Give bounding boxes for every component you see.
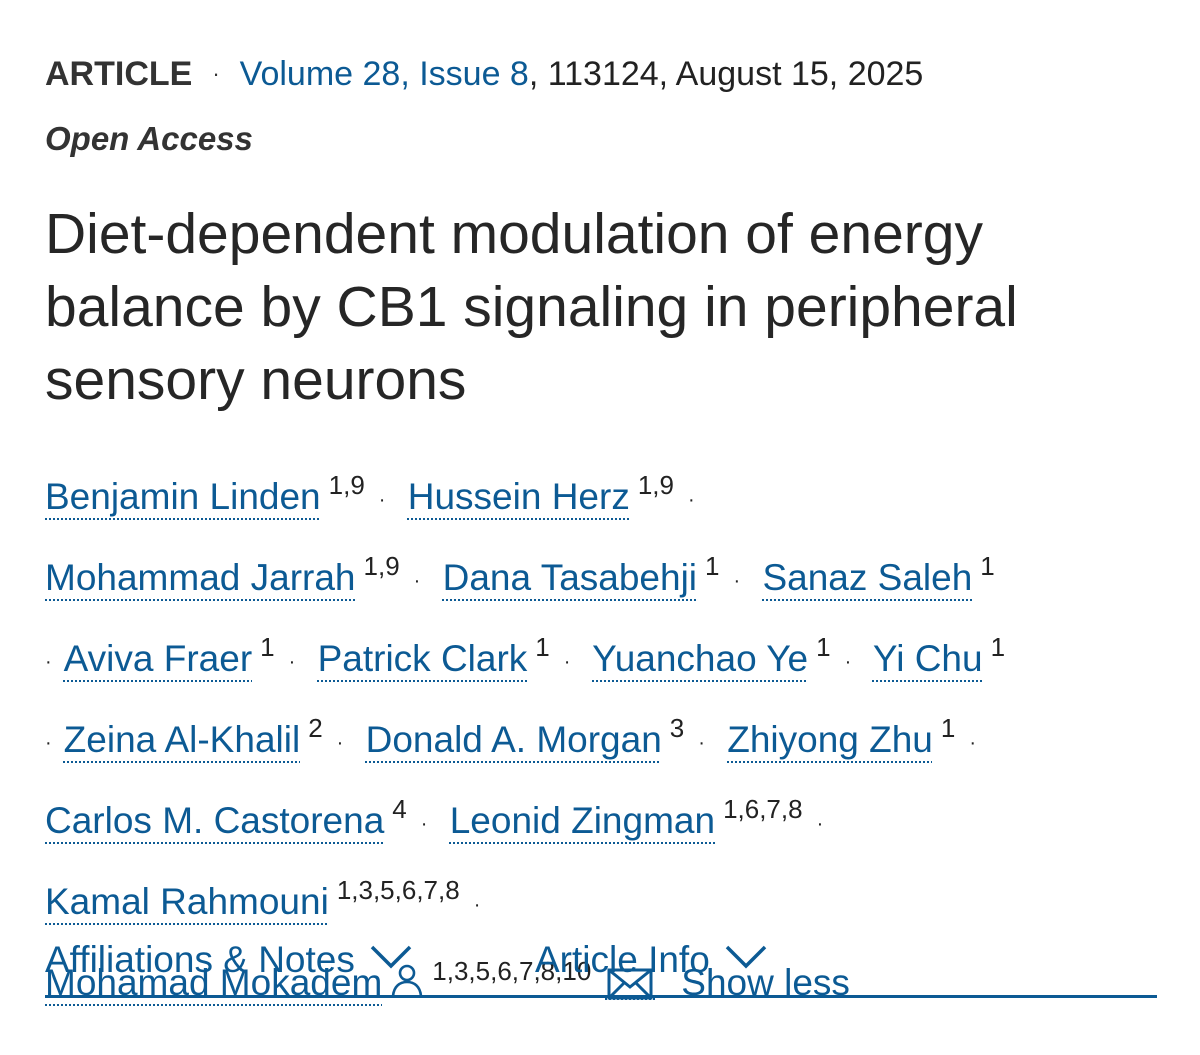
article-header: ARTICLE · Volume 28, Issue 8, 113124, Augu… xyxy=(45,0,1157,1055)
author-separator: · xyxy=(563,651,571,673)
author-separator: · xyxy=(969,732,977,754)
author-separator: · xyxy=(473,894,481,916)
author-item: Zhiyong Zhu 1 xyxy=(727,713,955,760)
citation-details: , 113124, August 15, 2025 xyxy=(528,55,924,93)
author-separator: · xyxy=(336,732,344,754)
author-separator: · xyxy=(45,651,52,673)
author-affiliations: 1 xyxy=(816,632,831,662)
author-separator: · xyxy=(844,651,852,673)
author-item: Dana Tasabehji 1 xyxy=(442,551,720,598)
author-item: Yi Chu 1 xyxy=(872,632,1005,679)
author-item: Carlos M. Castorena 4 xyxy=(45,794,407,841)
author-item: Donald A. Morgan 3 xyxy=(365,713,685,760)
open-access-label: Open Access xyxy=(45,120,253,157)
author-name-link[interactable]: Yuanchao Ye xyxy=(592,638,809,679)
citation-line: ARTICLE · Volume 28, Issue 8, 113124, Augu… xyxy=(45,52,923,96)
author-item: Kamal Rahmouni 1,3,5,6,7,8 xyxy=(45,875,460,922)
author-affiliations: 1 xyxy=(260,632,275,662)
author-name-link[interactable]: Zeina Al-Khalil xyxy=(63,719,301,760)
author-name-link[interactable]: Yi Chu xyxy=(872,638,983,679)
author-name-link[interactable]: Donald A. Morgan xyxy=(365,719,662,760)
author-name-link[interactable]: Hussein Herz xyxy=(407,476,630,517)
author-name-link[interactable]: Patrick Clark xyxy=(317,638,528,679)
author-list: Benjamin Linden 1,9 · Hussein Herz 1,9 · Moh… xyxy=(45,452,1155,1016)
author-name-link[interactable]: Zhiyong Zhu xyxy=(727,719,933,760)
author-item: Benjamin Linden 1,9 xyxy=(45,470,365,517)
author-item: Hussein Herz 1,9 xyxy=(407,470,674,517)
volume-issue-link[interactable]: Volume 28, Issue 8 xyxy=(239,55,529,93)
chevron-down-icon xyxy=(725,945,767,969)
tab-label: Affiliations & Notes xyxy=(45,939,355,980)
author-affiliations: 1,9 xyxy=(637,470,674,500)
author-affiliations: 4 xyxy=(392,794,407,824)
author-affiliations: 1 xyxy=(705,551,720,581)
author-separator: · xyxy=(687,489,695,511)
author-name-link[interactable]: Benjamin Linden xyxy=(45,476,321,517)
author-item: Patrick Clark 1 xyxy=(317,632,550,679)
author-separator: · xyxy=(45,732,52,754)
author-affiliations: 1,3,5,6,7,8,10 xyxy=(432,956,592,986)
author-separator: · xyxy=(698,732,705,754)
author-affiliations: 1,9 xyxy=(328,470,365,500)
author-item: Sanaz Saleh 1 xyxy=(762,551,994,598)
author-name-link[interactable]: Sanaz Saleh xyxy=(762,557,973,598)
author-separator: · xyxy=(378,489,386,511)
author-separator: · xyxy=(816,813,824,835)
author-affiliations: 3 xyxy=(669,713,685,743)
tab-label: Article Info xyxy=(535,939,710,980)
author-name-link[interactable]: Dana Tasabehji xyxy=(442,557,698,598)
author-affiliations: 1,3,5,6,7,8 xyxy=(336,875,460,905)
author-item: Mohammad Jarrah 1,9 xyxy=(45,551,400,598)
author-affiliations: 1,9 xyxy=(363,551,400,581)
author-name-link[interactable]: Leonid Zingman xyxy=(449,800,716,841)
chevron-down-icon xyxy=(370,945,412,969)
author-separator: · xyxy=(733,570,741,592)
article-tabs: Affiliations & Notes Article Info xyxy=(45,935,1157,998)
author-item: Zeina Al-Khalil 2 xyxy=(63,713,323,760)
author-affiliations: 1 xyxy=(940,713,956,743)
tab-affiliations-notes[interactable]: Affiliations & Notes xyxy=(45,935,413,985)
author-affiliations: 1 xyxy=(980,551,995,581)
author-name-link[interactable]: Kamal Rahmouni xyxy=(45,881,329,922)
tab-article-info[interactable]: Article Info xyxy=(535,935,768,985)
author-item: Yuanchao Ye 1 xyxy=(592,632,831,679)
author-separator: · xyxy=(420,813,428,835)
author-affiliations: 1 xyxy=(535,632,550,662)
author-affiliations: 1,6,7,8 xyxy=(723,794,803,824)
author-separator: · xyxy=(413,570,421,592)
author-item: Leonid Zingman 1,6,7,8 xyxy=(449,794,803,841)
author-affiliations: 2 xyxy=(308,713,323,743)
author-name-link[interactable]: Carlos M. Castorena xyxy=(45,800,385,841)
author-separator: · xyxy=(288,651,296,673)
author-name-link[interactable]: Mohammad Jarrah xyxy=(45,557,356,598)
author-affiliations: 1 xyxy=(990,632,1006,662)
author-item: Aviva Fraer 1 xyxy=(63,632,275,679)
author-name-link[interactable]: Aviva Fraer xyxy=(63,638,253,679)
article-type: ARTICLE xyxy=(45,55,193,93)
separator-dot: · xyxy=(212,61,220,86)
person-icon xyxy=(391,964,423,997)
article-title: Diet-dependent modulation of energy bala… xyxy=(45,202,1018,412)
